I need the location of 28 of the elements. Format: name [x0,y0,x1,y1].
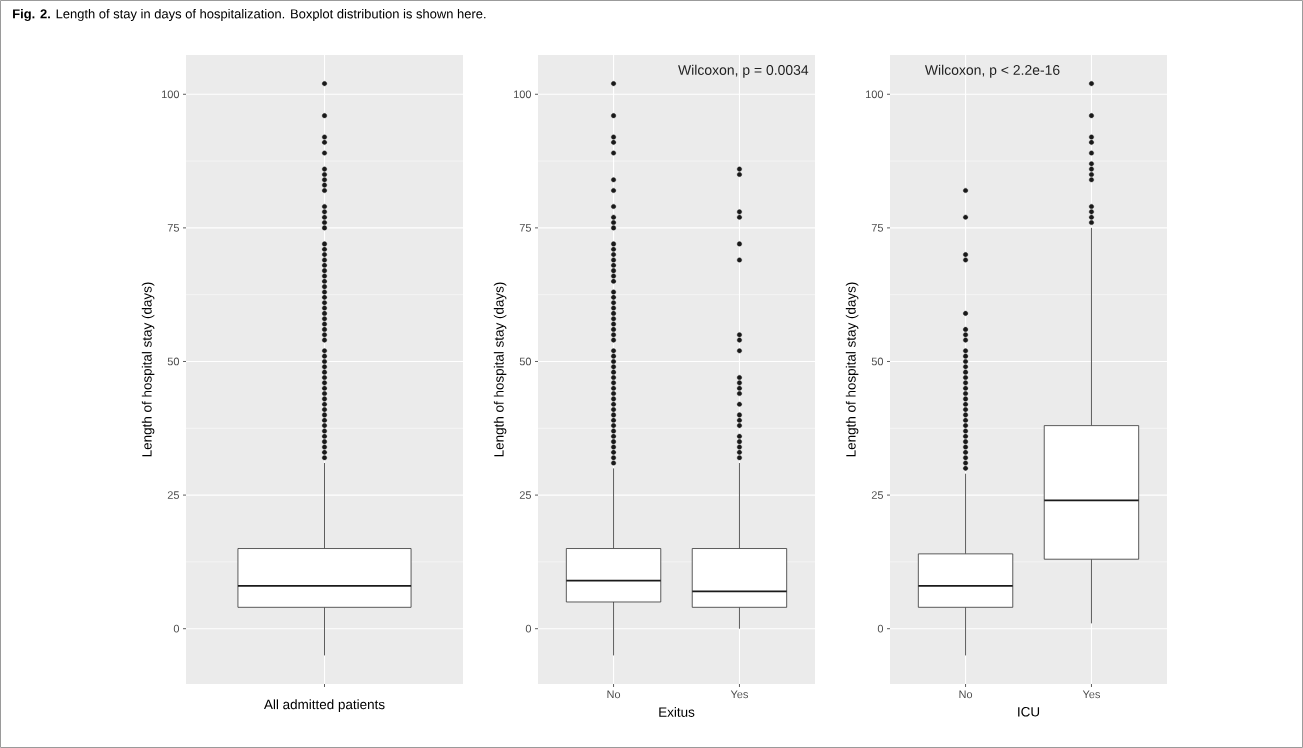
x-tick-label: Yes [1082,690,1101,699]
y-tick-label: 100 [866,90,884,99]
annotation: Wilcoxon, p < 2.2e-16 [924,64,1060,78]
y-tick-label: 75 [167,224,180,232]
y-tick-label: 25 [519,491,532,499]
x-axis-title: Exitus [659,707,695,717]
y-tick-label: 50 [519,357,532,366]
y-tick-label: 25 [167,491,180,499]
y-tick-label: 25 [871,491,884,499]
y-tick-label: 50 [871,357,884,366]
y-axis-title: Length of hospital stay (days) [493,282,507,457]
x-tick-label: No [959,690,973,699]
x-axis-title: All admitted patients [263,699,385,712]
y-tick-label: 0 [173,624,180,633]
y-tick-label: 75 [871,224,884,232]
x-tick-label: Yes [730,690,749,699]
y-tick-label: 0 [877,624,884,633]
y-axis-title: Length of hospital stay (days) [845,282,859,457]
x-axis-title: ICU [1018,707,1040,717]
y-tick-label: 100 [514,90,532,99]
y-axis-title: Length of hospital stay (days) [141,282,155,457]
y-tick-label: 100 [162,90,180,99]
x-tick-label: No [607,690,621,699]
chart-title: Fig. 2. Length of stay in days of hospitalization. Boxplot distribution is shown here. [13,8,486,22]
y-tick-label: 0 [525,624,532,633]
y-tick-label: 75 [519,224,532,232]
y-tick-label: 50 [167,357,180,366]
annotation: Wilcoxon, p = 0.0034 [678,64,809,78]
